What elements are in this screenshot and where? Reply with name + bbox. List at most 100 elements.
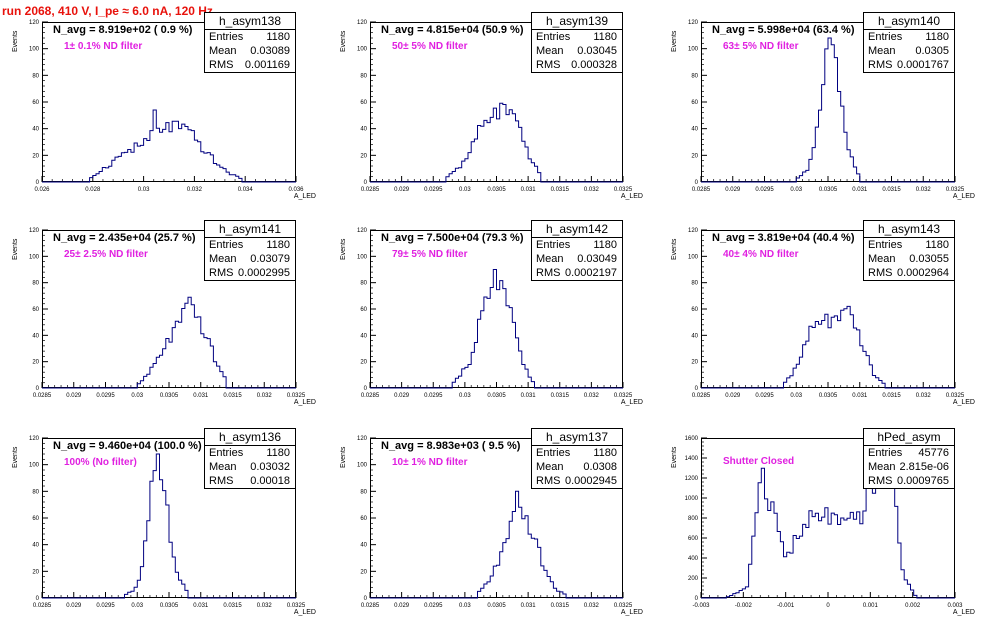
stats-row-entries: Entries 1180 bbox=[205, 238, 295, 252]
y-axis-label: Events bbox=[671, 238, 678, 260]
x-tick-label: 0.0285 bbox=[33, 393, 52, 399]
stats-box-title: h_asym142 bbox=[532, 221, 622, 238]
stats-value: 1180 bbox=[266, 447, 290, 459]
stats-key: Mean bbox=[868, 461, 896, 473]
stats-key: Mean bbox=[209, 253, 237, 265]
x-tick-label: 0.0305 bbox=[819, 393, 838, 399]
y-tick-label: 100 bbox=[29, 463, 40, 469]
x-axis-label: A_LED bbox=[293, 399, 316, 406]
filter-label: 1± 0.1% ND filter bbox=[64, 41, 143, 52]
y-tick-label: 100 bbox=[29, 47, 40, 53]
stats-box-title: hPed_asym bbox=[864, 429, 954, 446]
x-axis-label: A_LED bbox=[952, 609, 975, 616]
x-tick-label: 0.036 bbox=[288, 187, 304, 193]
x-tick-label: 0.0285 bbox=[692, 187, 711, 193]
stats-box-title: h_asym136 bbox=[205, 429, 295, 446]
stats-box: h_asym137 Entries 1180 Mean 0.0308 RMS 0.00029… bbox=[531, 428, 623, 489]
y-tick-label: 40 bbox=[32, 543, 39, 549]
y-tick-label: 120 bbox=[29, 228, 40, 234]
y-tick-label: 60 bbox=[691, 100, 698, 106]
y-tick-label: 1600 bbox=[685, 436, 699, 442]
stats-value: 0.0308 bbox=[583, 461, 617, 473]
stats-row-entries: Entries 1180 bbox=[532, 446, 622, 460]
y-tick-label: 60 bbox=[32, 516, 39, 522]
histogram-line bbox=[42, 296, 296, 389]
stats-value: 1180 bbox=[593, 447, 617, 459]
x-tick-label: 0.03 bbox=[790, 187, 802, 193]
x-tick-label: 0.0305 bbox=[487, 603, 506, 609]
y-tick-label: 60 bbox=[32, 100, 39, 106]
stats-value: 0.03079 bbox=[250, 253, 290, 265]
y-tick-label: 40 bbox=[360, 127, 367, 133]
x-tick-label: 0.0285 bbox=[692, 393, 711, 399]
stats-value: 0.03055 bbox=[909, 253, 949, 265]
stats-value: 2.815e-06 bbox=[899, 461, 949, 473]
stats-key: RMS bbox=[209, 59, 234, 71]
y-tick-label: 60 bbox=[32, 307, 39, 313]
stats-value: 0.0009765 bbox=[897, 475, 949, 487]
x-tick-label: 0.0315 bbox=[551, 393, 570, 399]
y-tick-label: 40 bbox=[32, 127, 39, 133]
histogram-plot-area: 0 20 40 60 80 100 120 0.026 0.028 0.03 0.032 0.034 0… bbox=[29, 20, 304, 193]
histogram-panel-h_asym142: 0 20 40 60 80 100 120 0.0285 0.029 0.0295 0.03 0.03… bbox=[340, 220, 643, 406]
y-tick-label: 120 bbox=[688, 20, 699, 26]
stats-value: 0.0305 bbox=[915, 45, 949, 57]
stats-value: 1180 bbox=[593, 31, 617, 43]
stats-row-entries: Entries 1180 bbox=[532, 30, 622, 44]
y-axis-label: Events bbox=[12, 30, 19, 52]
y-tick-label: 600 bbox=[688, 536, 699, 542]
histogram-plot-area: 0 20 40 60 80 100 120 0.0285 0.029 0.0295 0.03 0.03… bbox=[688, 20, 965, 193]
y-tick-label: 40 bbox=[691, 333, 698, 339]
histogram-panel-h_asym137: 0 20 40 60 80 100 120 0.0285 0.029 0.0295 0.03 0.03… bbox=[340, 428, 643, 616]
x-tick-label: 0.0305 bbox=[487, 393, 506, 399]
stats-key: RMS bbox=[536, 267, 561, 279]
x-axis-label: A_LED bbox=[952, 399, 975, 406]
y-tick-label: 60 bbox=[360, 516, 367, 522]
y-tick-label: 60 bbox=[360, 307, 367, 313]
y-tick-label: 200 bbox=[688, 576, 699, 582]
x-tick-label: 0.031 bbox=[852, 187, 868, 193]
x-tick-label: 0.002 bbox=[905, 603, 921, 609]
y-tick-label: 0 bbox=[364, 596, 368, 602]
stats-key: Entries bbox=[209, 239, 244, 251]
histogram-plot-area: 0 20 40 60 80 100 120 0.0285 0.029 0.0295 0.03 0.03… bbox=[357, 20, 633, 193]
x-tick-label: 0.029 bbox=[394, 187, 410, 193]
stats-value: 1180 bbox=[593, 239, 617, 251]
x-tick-label: 0.0295 bbox=[424, 187, 443, 193]
x-tick-label: 0.0295 bbox=[96, 393, 115, 399]
stats-row-entries: Entries 1180 bbox=[864, 238, 954, 252]
y-tick-label: 0 bbox=[364, 386, 368, 392]
y-tick-label: 20 bbox=[32, 153, 39, 159]
x-tick-label: 0.0315 bbox=[551, 603, 570, 609]
filter-label: 25± 2.5% ND filter bbox=[64, 249, 148, 260]
stats-box-title: h_asym139 bbox=[532, 13, 622, 30]
stats-value: 0.000328 bbox=[571, 59, 617, 71]
y-tick-label: 120 bbox=[29, 436, 40, 442]
stats-key: Entries bbox=[209, 447, 244, 459]
stats-row-mean: Mean 0.03045 bbox=[532, 44, 622, 58]
stats-key: Mean bbox=[868, 253, 896, 265]
x-tick-label: 0.0295 bbox=[96, 603, 115, 609]
stats-value: 0.03032 bbox=[250, 461, 290, 473]
y-tick-label: 80 bbox=[360, 281, 367, 287]
y-tick-label: 20 bbox=[32, 569, 39, 575]
stats-value: 1180 bbox=[266, 239, 290, 251]
stats-row-mean: Mean 0.03089 bbox=[205, 44, 295, 58]
x-tick-label: 0.0325 bbox=[614, 603, 633, 609]
stats-key: RMS bbox=[868, 59, 893, 71]
x-tick-label: 0.03 bbox=[459, 187, 471, 193]
stats-row-rms: RMS 0.000328 bbox=[532, 58, 622, 72]
x-axis-label: A_LED bbox=[293, 609, 316, 616]
y-axis-label: Events bbox=[671, 446, 678, 468]
x-tick-label: 0.026 bbox=[34, 187, 50, 193]
y-tick-label: 80 bbox=[32, 73, 39, 79]
x-tick-label: 0.03 bbox=[131, 393, 143, 399]
stats-value: 0.0002945 bbox=[565, 475, 617, 487]
x-tick-label: 0.0295 bbox=[424, 603, 443, 609]
filter-label: 40± 4% ND filter bbox=[723, 249, 799, 260]
x-tick-label: 0.032 bbox=[916, 187, 932, 193]
x-tick-label: 0.0285 bbox=[361, 603, 380, 609]
y-tick-label: 0 bbox=[364, 180, 368, 186]
y-axis-label: Events bbox=[671, 30, 678, 52]
histogram-panel-h_asym140: 0 20 40 60 80 100 120 0.0285 0.029 0.0295 0.03 0.03… bbox=[671, 12, 975, 200]
